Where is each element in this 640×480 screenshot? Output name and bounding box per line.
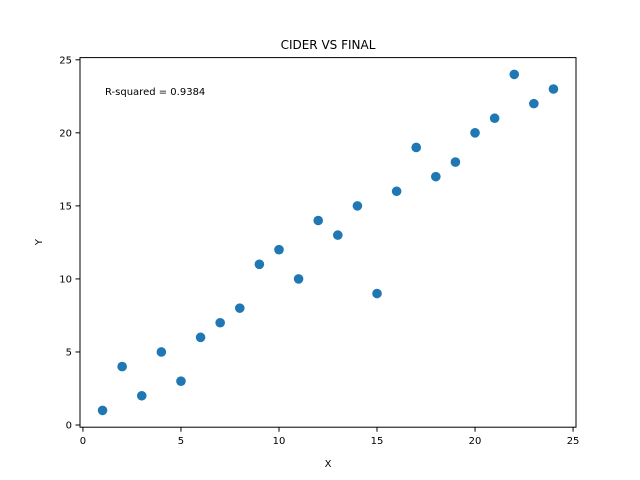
y-tick-label: 10 (59, 275, 72, 286)
data-point (489, 113, 500, 124)
data-point (195, 332, 206, 343)
data-point (333, 230, 343, 240)
x-tick-label: 5 (178, 436, 184, 447)
data-point (372, 288, 382, 299)
data-point (529, 98, 539, 109)
x-tick-label: 0 (80, 436, 86, 447)
data-point (313, 215, 324, 226)
data-point (411, 142, 422, 153)
y-tick-label: 15 (59, 201, 72, 212)
data-point (431, 171, 441, 182)
y-tick-label: 25 (59, 55, 72, 66)
data-point (352, 201, 363, 211)
data-point (509, 69, 520, 80)
data-point (156, 347, 167, 357)
r-squared-annotation: R-squared = 0.9384 (105, 87, 205, 98)
y-tick-label: 20 (59, 128, 72, 139)
x-tick-label: 20 (469, 436, 482, 447)
data-point (215, 317, 225, 328)
chart-title: CIDER VS FINAL (281, 38, 376, 52)
x-tick-label: 25 (567, 436, 580, 447)
axes-frame (79, 57, 577, 428)
y-tick-label: 0 (66, 421, 72, 432)
data-point (254, 259, 265, 270)
x-axis-label: X (325, 459, 332, 470)
data-point (97, 405, 108, 416)
data-point (117, 361, 127, 372)
data-point (136, 390, 147, 401)
data-point (391, 186, 402, 197)
y-axis-label: Y (34, 238, 45, 246)
data-point (176, 376, 186, 386)
data-point (274, 244, 284, 255)
data-point (293, 274, 304, 284)
data-point (548, 84, 559, 94)
x-tick-label: 15 (371, 436, 384, 447)
y-tick-label: 5 (66, 348, 72, 359)
plot-area: 0 5 10 15 20 25 0 5 10 15 20 25 (59, 55, 579, 447)
data-point (450, 157, 461, 167)
x-tick-label: 10 (273, 436, 286, 447)
data-point (470, 128, 480, 138)
data-point (234, 303, 245, 313)
